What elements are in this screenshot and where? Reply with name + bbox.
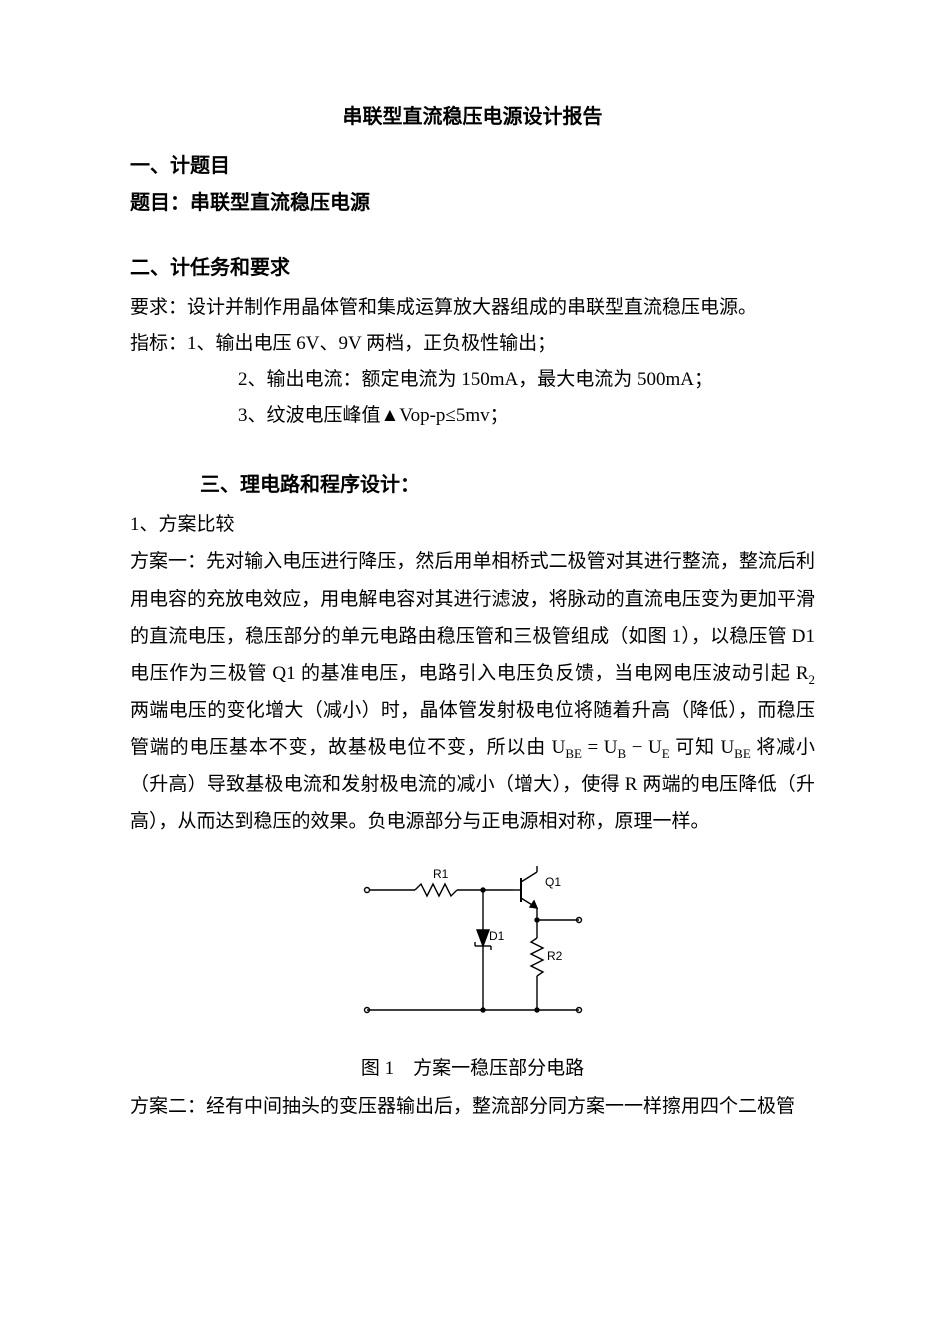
figure1-wrap: R1 D1 Q1 R2: [130, 860, 815, 1035]
diode-triangle-icon: [477, 930, 489, 946]
section3-head: 三、理电路和程序设计：: [130, 468, 815, 497]
circuit-diagram: R1 D1 Q1 R2: [353, 860, 593, 1030]
para1-a: 方案一：先对输入电压进行降压，然后用单相桥式二极管对其进行整流，整流后利用电容的…: [130, 551, 815, 683]
para1-c: 可知 U: [670, 737, 734, 758]
sub-e: E: [662, 746, 670, 761]
node-bottom-mid: [481, 1008, 485, 1012]
resistor-r1-icon: [415, 884, 457, 896]
plan-compare-head: 1、方案比较: [130, 507, 815, 543]
spec-line-1: 指标：1、输出电压 6V、9V 两档，正负极性输出；: [130, 326, 815, 362]
sub-b: B: [618, 746, 627, 761]
label-q1: Q1: [545, 875, 561, 889]
node-bottom-right: [535, 1008, 539, 1012]
label-d1: D1: [489, 929, 505, 943]
section1-head: 一、计题目: [130, 149, 815, 178]
sub-be2: BE: [734, 746, 751, 761]
input-terminal-icon: [364, 888, 369, 893]
sub-r2: 2: [809, 671, 816, 686]
spec-line-3: 3、纹波电压峰值▲Vop-p≤5mv；: [130, 398, 815, 434]
section2-head: 二、计任务和要求: [130, 251, 815, 280]
doc-title: 串联型直流稳压电源设计报告: [130, 100, 815, 129]
emitter-arrow-icon: [530, 901, 537, 908]
para1-eq2: − U: [626, 737, 662, 758]
spec-line-2: 2、输出电流：额定电流为 150mA，最大电流为 500mA；: [130, 362, 815, 398]
requirement-text: 要求：设计并制作用晶体管和集成运算放大器组成的串联型直流稳压电源。: [130, 290, 815, 326]
node-output: [535, 918, 539, 922]
paragraph-plan1: 方案一：先对输入电压进行降压，然后用单相桥式二极管对其进行整流，整流后利用电容的…: [130, 543, 815, 840]
figure1-caption: 图 1 方案一稳压部分电路: [130, 1053, 815, 1080]
sub-be1: BE: [565, 746, 582, 761]
label-r2: R2: [547, 949, 563, 963]
resistor-r2-icon: [531, 938, 543, 976]
transistor-collector: [521, 872, 537, 882]
subject-line: 题目：串联型直流稳压电源: [130, 186, 815, 215]
paragraph-plan2: 方案二：经有中间抽头的变压器输出后，整流部分同方案一一样擦用四个二极管: [130, 1088, 815, 1125]
para1-eq: = U: [582, 737, 618, 758]
label-r1: R1: [433, 867, 449, 881]
